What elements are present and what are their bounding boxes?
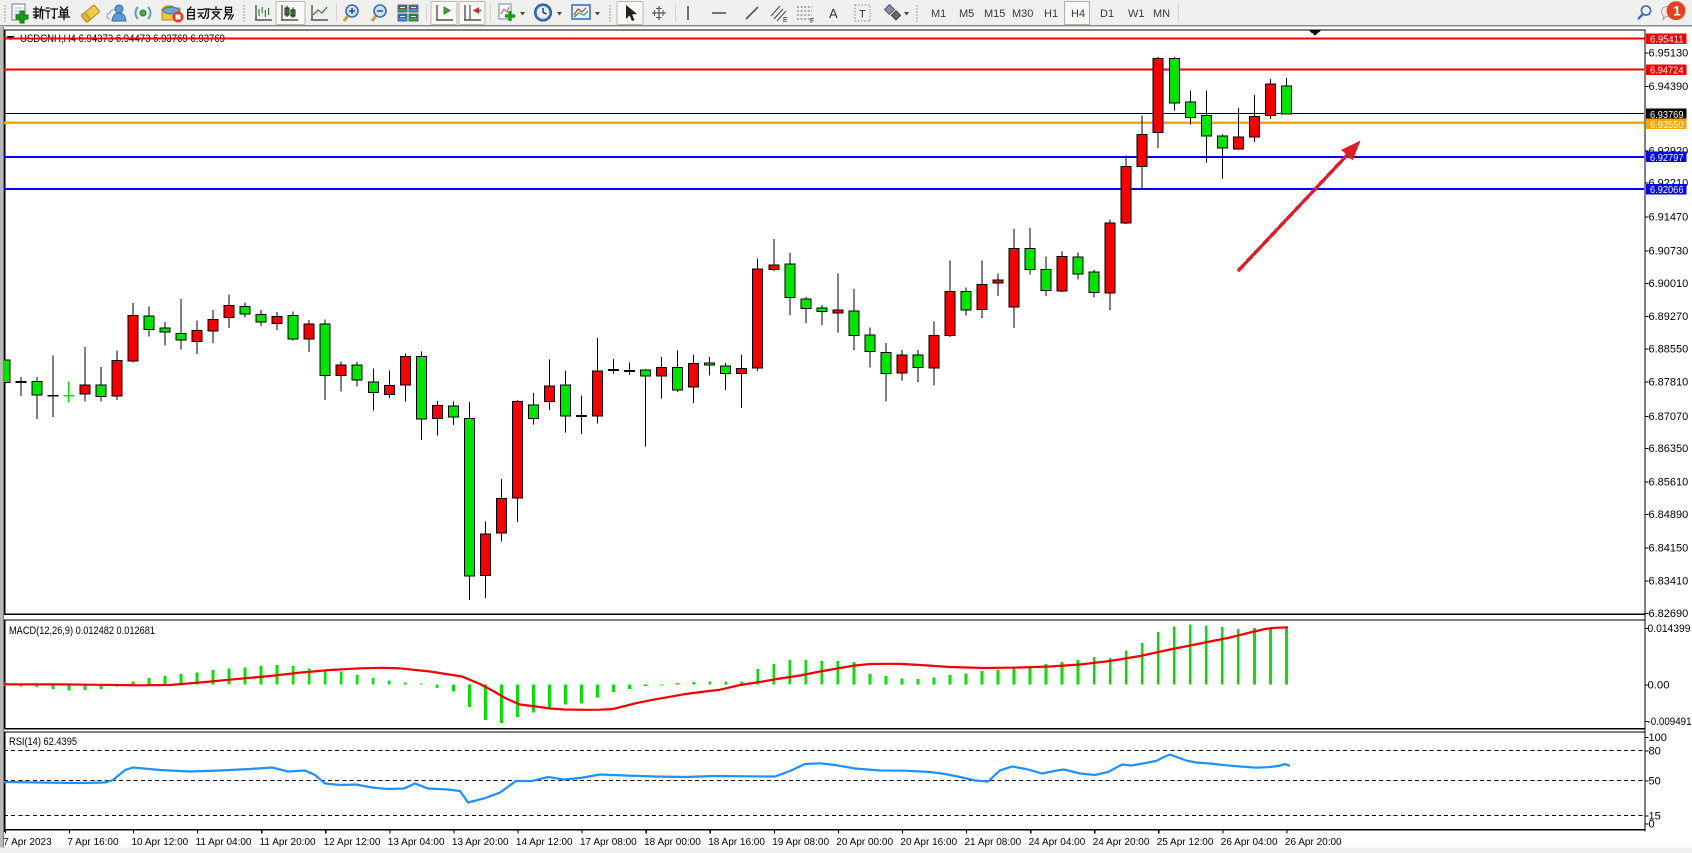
svg-text:0: 0 bbox=[1649, 819, 1655, 831]
svg-text:19 Apr 08:00: 19 Apr 08:00 bbox=[772, 837, 829, 848]
svg-text:6.92797: 6.92797 bbox=[1650, 152, 1684, 164]
svg-text:26 Apr 04:00: 26 Apr 04:00 bbox=[1221, 837, 1278, 848]
svg-text:24 Apr 04:00: 24 Apr 04:00 bbox=[1029, 837, 1086, 848]
svg-text:6.88550: 6.88550 bbox=[1649, 343, 1689, 355]
svg-text:20 Apr 16:00: 20 Apr 16:00 bbox=[900, 837, 957, 848]
svg-text:6.90730: 6.90730 bbox=[1649, 246, 1689, 258]
svg-text:11 Apr 04:00: 11 Apr 04:00 bbox=[196, 837, 252, 848]
svg-text:6.83410: 6.83410 bbox=[1649, 576, 1689, 588]
svg-text:6.82690: 6.82690 bbox=[1649, 608, 1689, 620]
svg-text:100: 100 bbox=[1649, 732, 1667, 744]
svg-text:18 Apr 16:00: 18 Apr 16:00 bbox=[708, 837, 765, 848]
svg-text:7 Apr 2023: 7 Apr 2023 bbox=[3, 837, 52, 848]
svg-text:6.84890: 6.84890 bbox=[1649, 509, 1689, 521]
svg-text:6.94724: 6.94724 bbox=[1650, 65, 1684, 77]
svg-text:6.87070: 6.87070 bbox=[1649, 411, 1689, 423]
svg-text:6.87810: 6.87810 bbox=[1649, 377, 1689, 389]
svg-text:6.95411: 6.95411 bbox=[1650, 34, 1684, 46]
svg-text:RSI(14) 62.4395: RSI(14) 62.4395 bbox=[9, 736, 77, 748]
svg-text:10 Apr 12:00: 10 Apr 12:00 bbox=[132, 837, 189, 848]
svg-text:T: T bbox=[859, 9, 866, 21]
svg-text:20 Apr 00:00: 20 Apr 00:00 bbox=[836, 837, 893, 848]
svg-text:M30: M30 bbox=[1012, 8, 1033, 20]
svg-text:M1: M1 bbox=[931, 8, 946, 20]
svg-text:0.014399: 0.014399 bbox=[1648, 623, 1691, 635]
svg-text:18 Apr 00:00: 18 Apr 00:00 bbox=[644, 837, 701, 848]
svg-text:17 Apr 08:00: 17 Apr 08:00 bbox=[580, 837, 637, 848]
svg-text:6.89270: 6.89270 bbox=[1649, 311, 1689, 323]
svg-text:7 Apr 16:00: 7 Apr 16:00 bbox=[67, 837, 119, 848]
svg-text:MN: MN bbox=[1153, 8, 1170, 20]
svg-text:11 Apr 20:00: 11 Apr 20:00 bbox=[260, 837, 316, 848]
svg-text:6.84150: 6.84150 bbox=[1649, 542, 1689, 554]
svg-text:H1: H1 bbox=[1044, 8, 1058, 20]
svg-text:6.93769: 6.93769 bbox=[1650, 109, 1684, 121]
svg-text:14 Apr 12:00: 14 Apr 12:00 bbox=[516, 837, 573, 848]
svg-text:F: F bbox=[810, 18, 814, 25]
svg-text:21 Apr 08:00: 21 Apr 08:00 bbox=[965, 837, 1022, 848]
svg-text:D1: D1 bbox=[1100, 8, 1114, 20]
svg-text:W1: W1 bbox=[1128, 8, 1145, 20]
svg-text:6.95130: 6.95130 bbox=[1649, 48, 1689, 60]
svg-text:6.91470: 6.91470 bbox=[1649, 212, 1689, 224]
svg-text:50: 50 bbox=[1649, 775, 1661, 787]
svg-text:12 Apr 12:00: 12 Apr 12:00 bbox=[324, 837, 381, 848]
svg-text:24 Apr 20:00: 24 Apr 20:00 bbox=[1093, 837, 1150, 848]
svg-text:13 Apr 20:00: 13 Apr 20:00 bbox=[452, 837, 509, 848]
svg-text:A: A bbox=[829, 6, 838, 21]
svg-text:13 Apr 04:00: 13 Apr 04:00 bbox=[388, 837, 445, 848]
svg-text:6.90010: 6.90010 bbox=[1649, 278, 1689, 290]
svg-text:80: 80 bbox=[1649, 745, 1661, 757]
svg-text:6.93550: 6.93550 bbox=[1650, 119, 1684, 131]
svg-text:E: E bbox=[783, 17, 788, 24]
svg-text:6.92066: 6.92066 bbox=[1650, 184, 1684, 196]
svg-text:25 Apr 12:00: 25 Apr 12:00 bbox=[1157, 837, 1214, 848]
svg-text:0.00: 0.00 bbox=[1648, 680, 1670, 692]
svg-text:6.86350: 6.86350 bbox=[1649, 443, 1689, 455]
svg-text:M5: M5 bbox=[959, 8, 974, 20]
svg-text:26 Apr 20:00: 26 Apr 20:00 bbox=[1285, 837, 1342, 848]
svg-text:H4: H4 bbox=[1071, 8, 1085, 20]
svg-text:-0.009491: -0.009491 bbox=[1648, 716, 1692, 728]
svg-text:6.94390: 6.94390 bbox=[1649, 81, 1689, 93]
svg-text:6.85610: 6.85610 bbox=[1649, 477, 1689, 489]
svg-text:MACD(12,26,9) 0.012482 0.01268: MACD(12,26,9) 0.012482 0.012681 bbox=[9, 625, 155, 637]
svg-text:15: 15 bbox=[1649, 811, 1661, 823]
svg-text:1: 1 bbox=[1673, 3, 1681, 19]
svg-text:M15: M15 bbox=[984, 8, 1005, 20]
